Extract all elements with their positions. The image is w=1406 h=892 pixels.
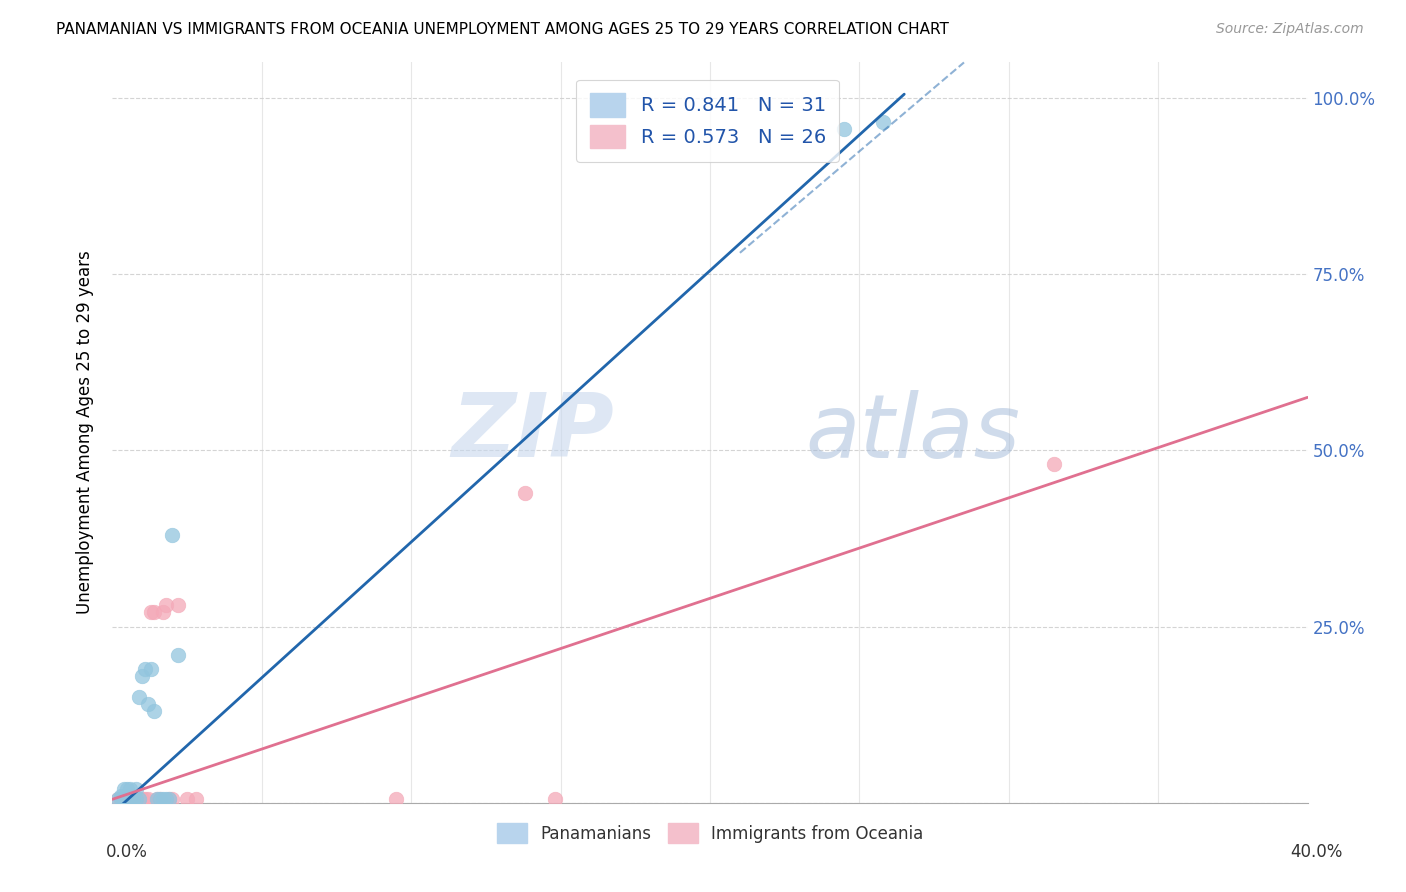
Point	[120, 792, 142, 806]
Point	[141, 662, 163, 676]
Point	[122, 792, 145, 806]
Text: 0.0%: 0.0%	[105, 843, 148, 861]
Point	[107, 792, 129, 806]
Point	[110, 792, 132, 806]
Point	[157, 792, 180, 806]
Point	[138, 792, 160, 806]
Text: atlas: atlas	[806, 390, 1021, 475]
Point	[125, 792, 148, 806]
Point	[138, 697, 160, 711]
Point	[114, 792, 135, 806]
Text: 40.0%: 40.0%	[1291, 843, 1343, 861]
Point	[155, 599, 177, 613]
Point	[107, 792, 129, 806]
Point	[1042, 458, 1064, 472]
Point	[872, 115, 894, 129]
Point	[110, 789, 132, 803]
Point	[513, 485, 536, 500]
Point	[128, 690, 150, 704]
Point	[157, 792, 180, 806]
Legend: Panamanians, Immigrants from Oceania: Panamanians, Immigrants from Oceania	[491, 816, 929, 850]
Point	[152, 792, 174, 806]
Point	[117, 781, 139, 796]
Point	[134, 662, 156, 676]
Point	[134, 792, 156, 806]
Point	[128, 792, 150, 806]
Point	[385, 792, 408, 806]
Point	[834, 122, 856, 136]
Y-axis label: Unemployment Among Ages 25 to 29 years: Unemployment Among Ages 25 to 29 years	[76, 251, 94, 615]
Point	[125, 781, 148, 796]
Point	[162, 792, 183, 806]
Point	[117, 789, 139, 803]
Point	[143, 606, 166, 620]
Point	[125, 792, 148, 806]
Point	[149, 792, 172, 806]
Point	[162, 528, 183, 542]
Point	[128, 792, 150, 806]
Text: ZIP: ZIP	[451, 389, 614, 476]
Point	[131, 669, 153, 683]
Point	[131, 792, 153, 806]
Point	[543, 792, 565, 806]
Point	[117, 792, 139, 806]
Point	[167, 648, 190, 662]
Point	[146, 792, 169, 806]
Point	[149, 792, 172, 806]
Point	[110, 792, 132, 806]
Point	[117, 792, 139, 806]
Point	[167, 599, 190, 613]
Point	[120, 792, 142, 806]
Point	[122, 789, 145, 803]
Point	[146, 792, 169, 806]
Point	[143, 704, 166, 718]
Point	[152, 606, 174, 620]
Point	[176, 792, 198, 806]
Point	[155, 792, 177, 806]
Point	[120, 789, 142, 803]
Text: PANAMANIAN VS IMMIGRANTS FROM OCEANIA UNEMPLOYMENT AMONG AGES 25 TO 29 YEARS COR: PANAMANIAN VS IMMIGRANTS FROM OCEANIA UN…	[56, 22, 949, 37]
Point	[120, 781, 142, 796]
Point	[114, 781, 135, 796]
Point	[141, 606, 163, 620]
Point	[186, 792, 208, 806]
Text: Source: ZipAtlas.com: Source: ZipAtlas.com	[1216, 22, 1364, 37]
Point	[122, 789, 145, 803]
Point	[114, 792, 135, 806]
